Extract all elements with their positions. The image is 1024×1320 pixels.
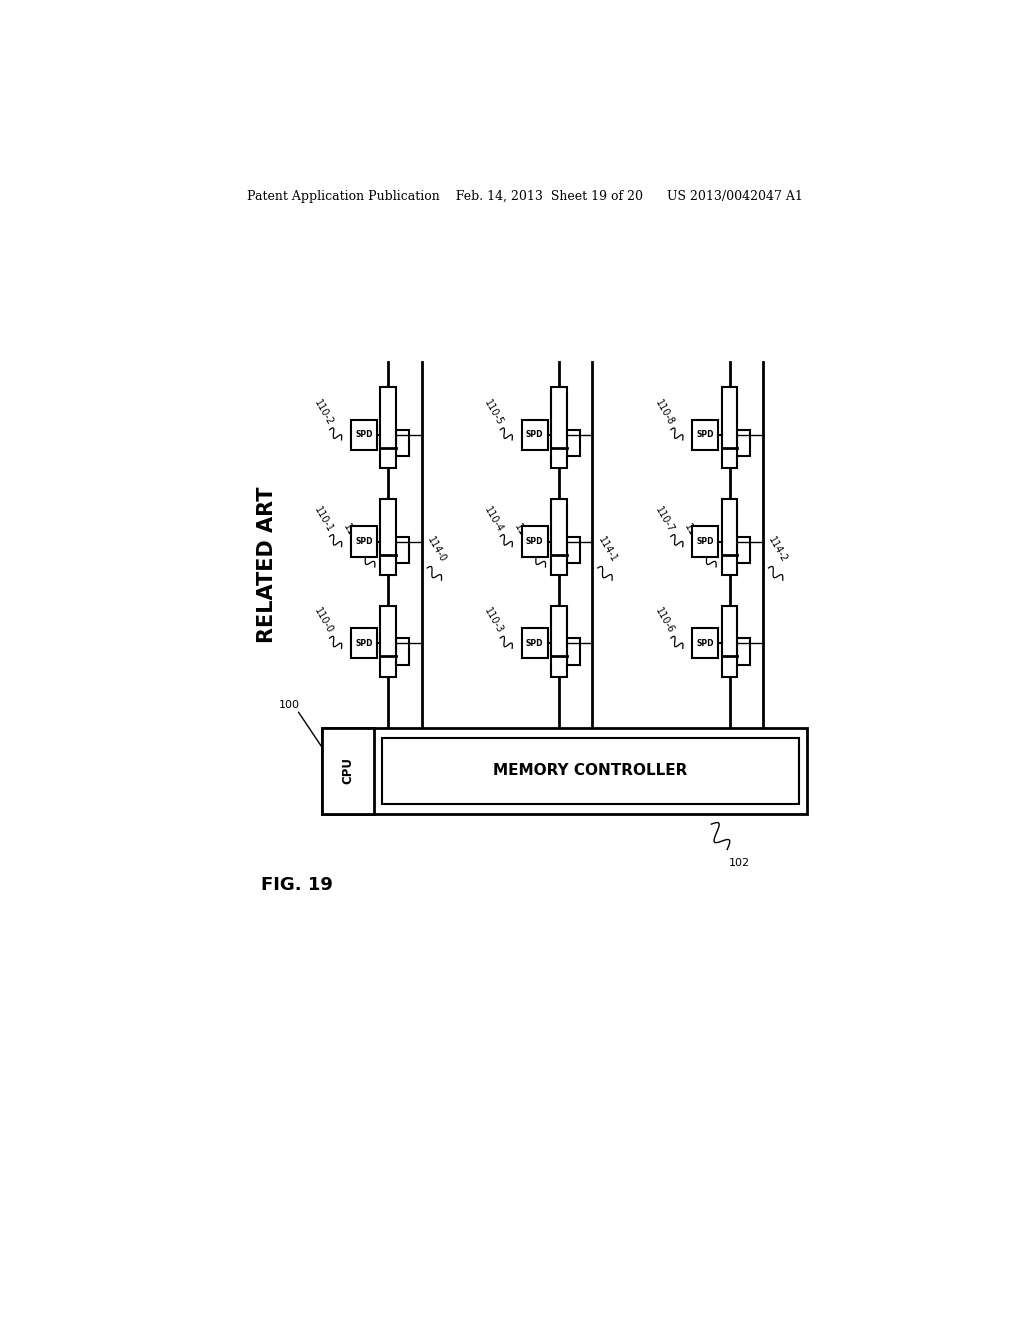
Text: RELATED ART: RELATED ART (257, 487, 276, 643)
Bar (323, 727, 374, 814)
Text: Patent Application Publication    Feb. 14, 2013  Sheet 19 of 20      US 2013/004: Patent Application Publication Feb. 14, … (247, 190, 803, 202)
Bar (692, 527, 719, 557)
Bar (567, 638, 580, 664)
Text: 112-0: 112-0 (341, 521, 364, 552)
Text: SPD: SPD (696, 430, 714, 440)
Bar (551, 499, 567, 576)
Text: SPD: SPD (526, 639, 544, 648)
Text: 114-1: 114-1 (596, 535, 618, 565)
Text: 110-6: 110-6 (653, 606, 676, 635)
Text: SPD: SPD (355, 537, 373, 546)
Bar (396, 430, 409, 457)
Text: 114-2: 114-2 (767, 535, 790, 565)
Text: 110-4: 110-4 (482, 504, 505, 533)
Text: FIG. 19: FIG. 19 (261, 876, 333, 894)
Bar (382, 738, 799, 804)
Text: 112-2: 112-2 (682, 521, 706, 552)
Text: 114-0: 114-0 (425, 535, 449, 565)
Text: 100: 100 (279, 700, 300, 710)
Bar (351, 527, 377, 557)
Bar (737, 638, 751, 664)
Text: SPD: SPD (526, 430, 544, 440)
Text: 102: 102 (728, 858, 750, 867)
Text: SPD: SPD (696, 639, 714, 648)
Text: SPD: SPD (355, 639, 373, 648)
Bar (737, 430, 751, 457)
Bar (521, 628, 548, 659)
Text: SPD: SPD (355, 430, 373, 440)
Text: 110-0: 110-0 (312, 606, 335, 635)
Text: 110-5: 110-5 (482, 397, 505, 428)
Bar (551, 606, 567, 677)
Bar (521, 527, 548, 557)
Bar (567, 430, 580, 457)
Bar (380, 387, 396, 469)
Text: MEMORY CONTROLLER: MEMORY CONTROLLER (494, 763, 687, 779)
Bar (323, 727, 807, 814)
Bar (692, 420, 719, 450)
Text: SPD: SPD (526, 537, 544, 546)
Bar (737, 536, 751, 562)
Bar (380, 606, 396, 677)
Bar (521, 420, 548, 450)
Bar (722, 387, 737, 469)
Text: SPD: SPD (696, 537, 714, 546)
Text: 110-8: 110-8 (653, 397, 676, 428)
Bar (396, 536, 409, 562)
Bar (351, 420, 377, 450)
Text: 110-2: 110-2 (312, 397, 335, 428)
Text: 110-1: 110-1 (312, 504, 335, 533)
Bar (692, 628, 719, 659)
Bar (551, 387, 567, 469)
Text: 110-7: 110-7 (653, 504, 676, 533)
Bar (396, 638, 409, 664)
Text: 110-3: 110-3 (482, 606, 505, 635)
Bar (722, 499, 737, 576)
Bar (380, 499, 396, 576)
Bar (567, 536, 580, 562)
Bar (351, 628, 377, 659)
Text: 112-1: 112-1 (512, 521, 535, 552)
Bar (722, 606, 737, 677)
Text: CPU: CPU (342, 758, 354, 784)
